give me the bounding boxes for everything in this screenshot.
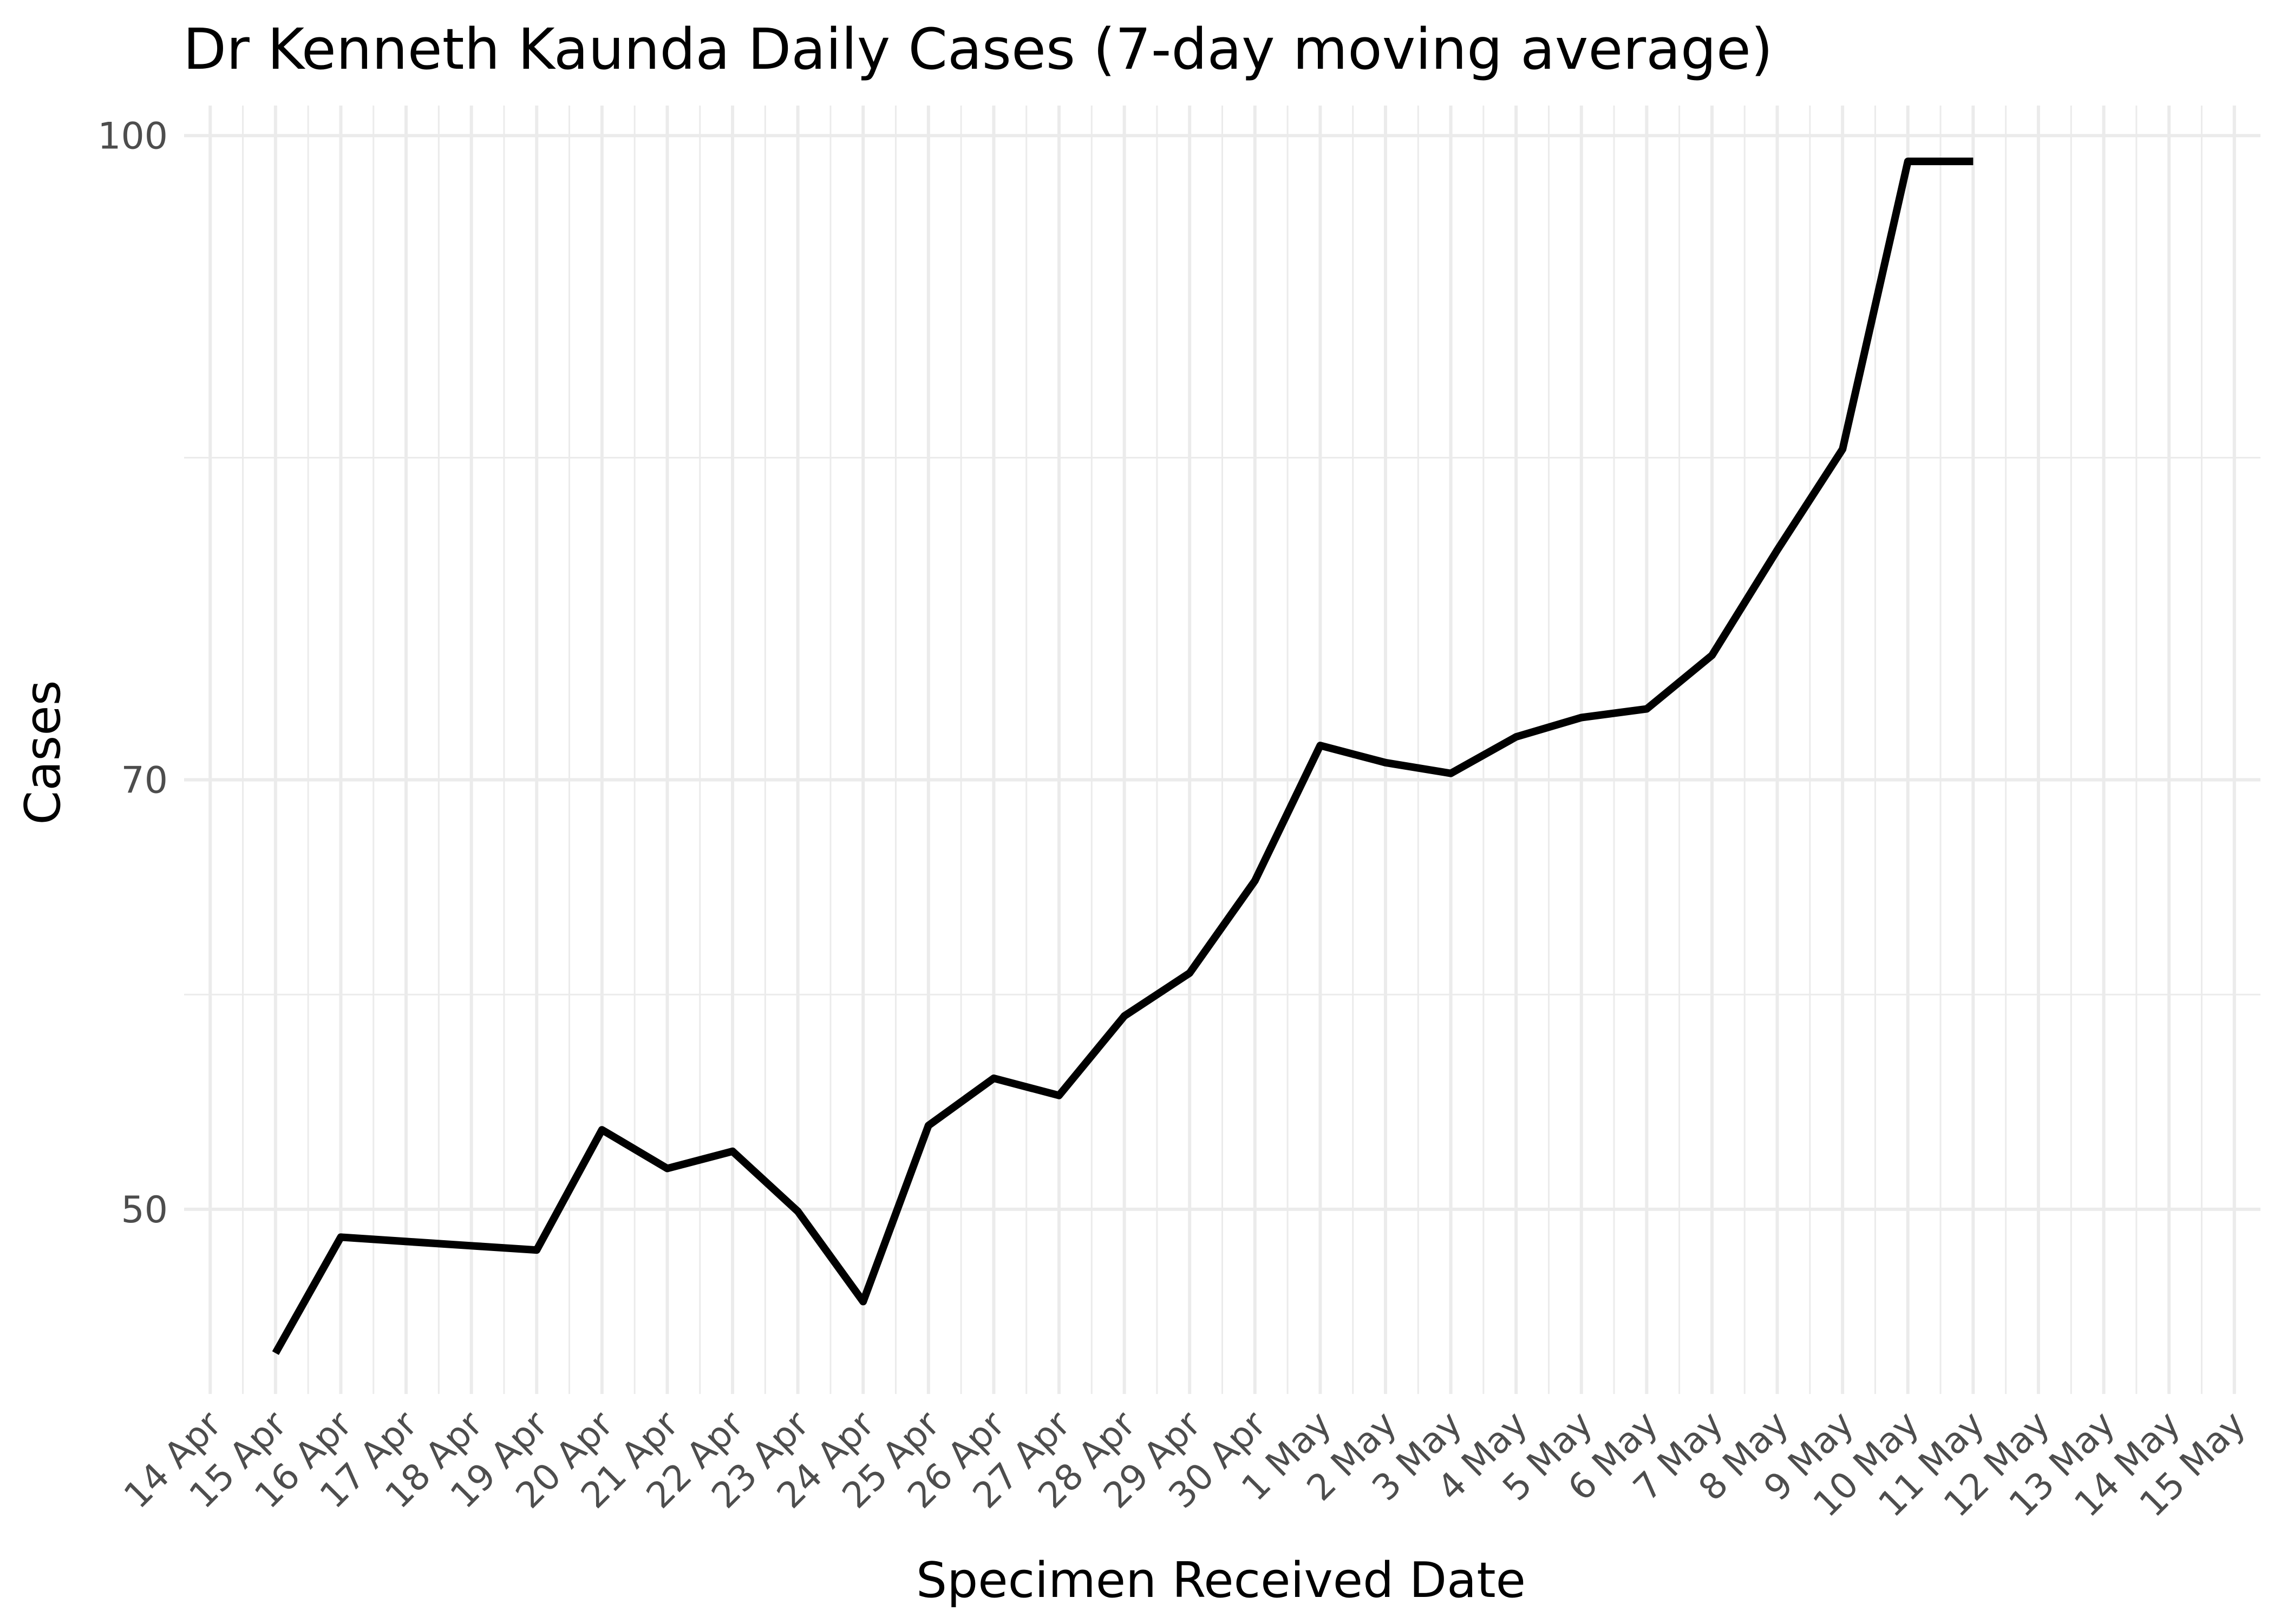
y-axis-title: Cases <box>15 680 71 824</box>
series-line-layer <box>272 158 1974 1355</box>
x-axis-title: Specimen Received Date <box>916 1552 1526 1609</box>
chart-title: Dr Kenneth Kaunda Daily Cases (7-day mov… <box>183 16 1773 82</box>
grid-lines <box>184 106 2260 1394</box>
y-tick-label: 50 <box>121 1189 168 1232</box>
y-axis-ticks: 50 70 100 <box>97 115 168 1232</box>
series-line <box>272 158 1974 1355</box>
y-tick-label: 100 <box>97 115 168 158</box>
y-tick-label: 70 <box>121 759 168 802</box>
